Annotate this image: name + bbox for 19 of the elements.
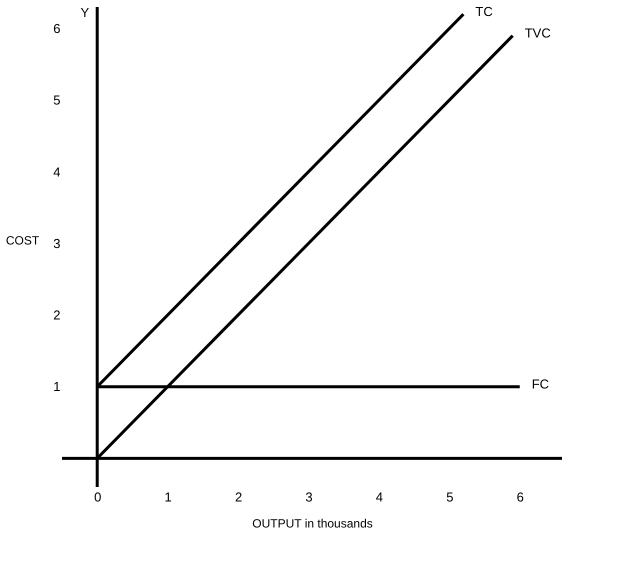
series-label: TVC <box>524 26 551 41</box>
y-tick-label: 6 <box>53 20 60 36</box>
x-tick-label: 0 <box>94 490 102 504</box>
x-tick-label: 4 <box>376 490 384 504</box>
x-tick-label: 2 <box>234 490 242 504</box>
x-tick-label: 3 <box>305 490 313 504</box>
x-tick-label: 5 <box>446 490 454 504</box>
y-tick-label: 3 <box>53 236 60 251</box>
y-tick-label: 2 <box>53 308 60 323</box>
x-tick-label: 1 <box>164 490 172 504</box>
series-label: FC <box>532 376 550 392</box>
y-tick-label: 5 <box>53 92 60 108</box>
y-tick-label: 1 <box>53 379 60 394</box>
x-tick-label: 6 <box>516 490 524 504</box>
annotation: Y <box>80 5 90 20</box>
y-tick-label: 4 <box>53 164 60 180</box>
y-axis-title: COST <box>6 234 40 248</box>
x-axis-title: OUTPUT in thousands <box>252 516 373 530</box>
series-label: TC <box>475 4 493 20</box>
